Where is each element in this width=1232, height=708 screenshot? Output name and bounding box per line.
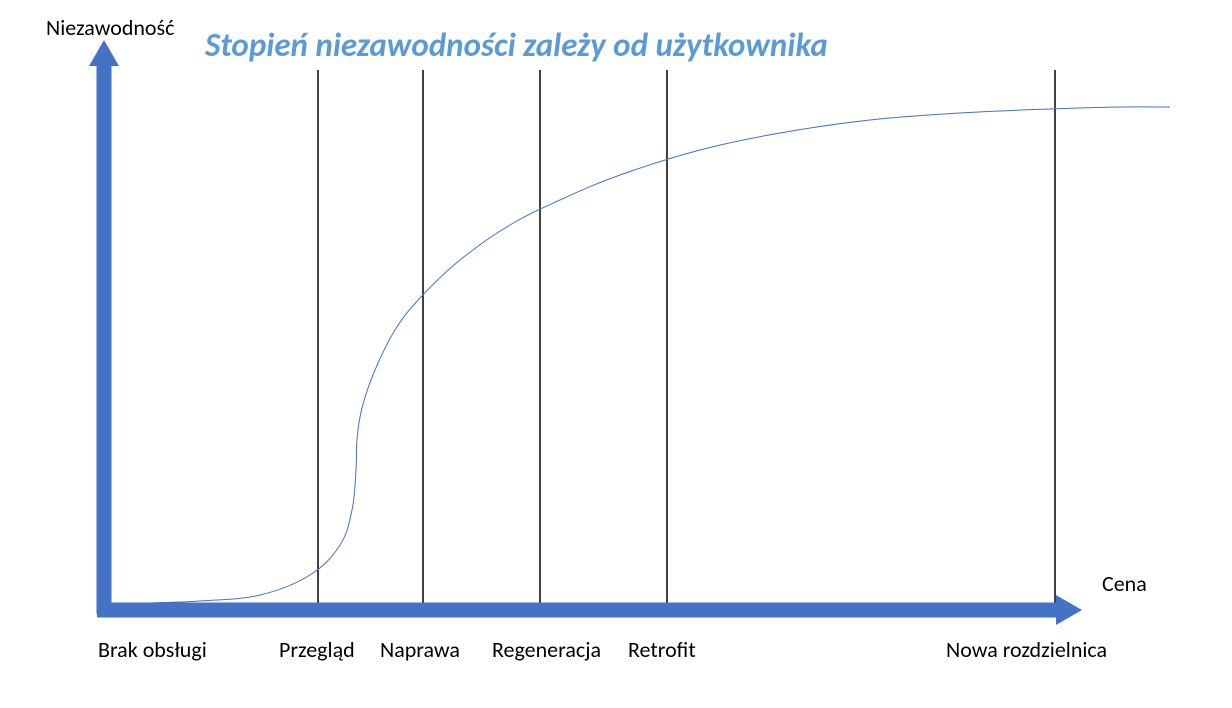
x-axis-arrow (1056, 595, 1082, 625)
category-label: Przegląd (279, 636, 355, 663)
reliability-price-chart: Niezawodność Stopień niezawodności zależ… (0, 0, 1232, 708)
category-label: Retrofit (628, 636, 696, 663)
chart-svg (0, 0, 1232, 708)
category-label: Nowa rozdzielnica (946, 636, 1107, 663)
x-axis-label: Cena (1102, 570, 1147, 597)
chart-title: Stopień niezawodności zależy od użytkown… (205, 25, 828, 65)
y-axis-arrow (89, 40, 119, 66)
y-axis-label: Niezawodność (46, 14, 174, 41)
reliability-curve (145, 107, 1170, 603)
category-label: Naprawa (380, 636, 460, 663)
category-label: Brak obsługi (98, 636, 207, 663)
category-label: Regeneracja (492, 636, 601, 663)
